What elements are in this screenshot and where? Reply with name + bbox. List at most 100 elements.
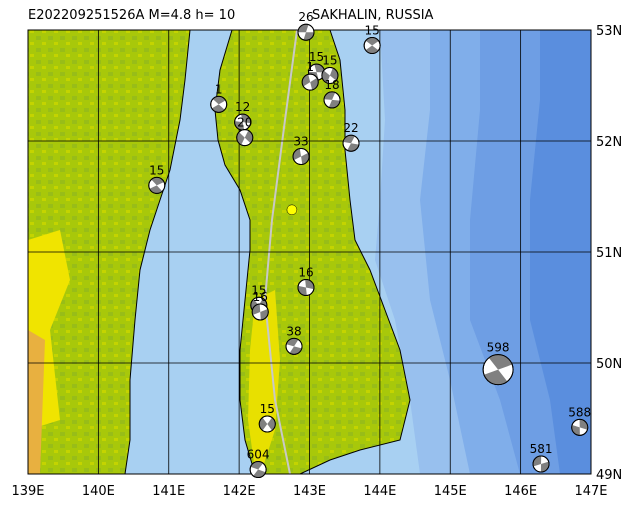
- depth-label: 33: [293, 135, 308, 149]
- depth-label: 15: [309, 50, 324, 64]
- beachball: [482, 354, 514, 386]
- depth-label: 15: [322, 54, 337, 68]
- depth-label: 18: [324, 78, 339, 92]
- lat-label: 53N: [596, 24, 622, 39]
- beachball: [342, 134, 360, 152]
- beachball-quadrant: [236, 132, 245, 145]
- depth-label: 581: [530, 442, 553, 456]
- beachball-quadrant: [365, 45, 379, 54]
- depth-label: 15: [251, 283, 266, 297]
- beachball-quadrant: [579, 419, 588, 430]
- depth-label: 20: [237, 116, 252, 130]
- epicenter: [286, 204, 298, 216]
- beachball-edge: [342, 134, 360, 152]
- lon-label: 141E: [152, 484, 185, 499]
- region: SAKHALIN, RUSSIA: [312, 8, 434, 23]
- lon-label: 147E: [574, 484, 607, 499]
- lat-label: 52N: [596, 135, 622, 150]
- beachball: [251, 303, 269, 321]
- depth-label: 15: [364, 24, 379, 38]
- beachball-edge: [297, 23, 315, 41]
- beachball-edge: [249, 461, 267, 479]
- lon-label: 140E: [82, 484, 115, 499]
- beachball-quadrant: [211, 104, 225, 113]
- beachball-edge: [301, 73, 319, 91]
- beachball-quadrant: [329, 68, 338, 81]
- beachball: [363, 37, 381, 55]
- beachball-edge: [323, 91, 341, 109]
- beachball-quadrant: [241, 114, 251, 124]
- title: E202209251526A M=4.8 h= 10: [28, 8, 235, 23]
- beachball-quadrant: [297, 24, 309, 33]
- depth-label: 22: [343, 121, 358, 135]
- beachball: [321, 67, 339, 85]
- beachball-edge: [297, 279, 315, 297]
- beachball-edge: [292, 148, 310, 166]
- beachball: [532, 455, 550, 473]
- beachball-quadrant: [314, 64, 325, 73]
- beachball: [571, 418, 589, 436]
- depth-label: 1: [306, 60, 314, 74]
- depth-label: 588: [568, 405, 591, 419]
- beachball-edge: [285, 337, 303, 355]
- beachball-quadrant: [305, 279, 314, 290]
- beachball-edge: [251, 303, 269, 321]
- lat-label: 51N: [596, 246, 622, 261]
- beachball-edge: [363, 37, 381, 55]
- beachball-quadrant: [212, 96, 226, 105]
- beachball-edge: [571, 418, 589, 436]
- beachball-quadrant: [321, 70, 330, 83]
- depth-label: 15: [260, 402, 275, 416]
- beachball-quadrant: [303, 32, 314, 41]
- depth-label: 38: [286, 324, 301, 338]
- lon-label: 143E: [293, 484, 326, 499]
- depth-label: 26: [298, 10, 313, 24]
- beachball-quadrant: [149, 185, 163, 194]
- lat-label: 50N: [596, 357, 622, 372]
- beachball-quadrant: [250, 461, 264, 470]
- beachball-quadrant: [244, 130, 253, 144]
- beachball-edge: [148, 176, 166, 194]
- beachball: [285, 337, 303, 355]
- beachball: [210, 95, 228, 113]
- beachball: [292, 148, 310, 166]
- lat-label: 49N: [596, 468, 622, 483]
- lon-label: 145E: [434, 484, 467, 499]
- beachball: [297, 23, 315, 41]
- beachball-quadrant: [365, 37, 379, 46]
- beachball: [148, 176, 166, 194]
- beachball: [249, 461, 267, 479]
- beachball-quadrant: [571, 425, 580, 436]
- beachball-quadrant: [151, 177, 165, 186]
- lon-label: 146E: [504, 484, 537, 499]
- beachball-quadrant: [488, 354, 513, 370]
- depth-label: 12: [235, 100, 250, 114]
- beachball-edge: [482, 354, 514, 386]
- beachball-quadrant: [267, 417, 276, 431]
- depth-label: 1: [215, 82, 223, 96]
- beachball: [297, 279, 315, 297]
- depth-label: 16: [253, 290, 268, 304]
- depth-label: 604: [247, 448, 270, 462]
- beachball-quadrant: [259, 417, 268, 431]
- beachball-quadrant: [297, 285, 307, 296]
- beachball-quadrant: [253, 469, 266, 478]
- lon-label: 144E: [363, 484, 396, 499]
- lon-label: 139E: [11, 484, 44, 499]
- beachball-edge: [532, 455, 550, 473]
- grid: 139E 140E 141E 142E 143E 144E 145E 146E 147E 53N 5…: [11, 24, 622, 499]
- beachball-edge: [210, 95, 228, 113]
- beachball-quadrant: [540, 461, 550, 473]
- lon-label: 142E: [223, 484, 256, 499]
- beachball: [258, 415, 276, 433]
- depth-label: 598: [487, 341, 510, 355]
- beachball: [236, 129, 254, 147]
- depth-label: 16: [298, 266, 313, 280]
- beachball-edge: [321, 67, 339, 85]
- beachball: [301, 73, 319, 91]
- beachball-edge: [258, 415, 276, 433]
- beachball-quadrant: [484, 369, 508, 385]
- beachball-quadrant: [533, 456, 542, 467]
